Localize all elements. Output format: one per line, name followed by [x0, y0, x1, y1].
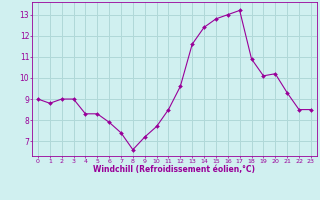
X-axis label: Windchill (Refroidissement éolien,°C): Windchill (Refroidissement éolien,°C)	[93, 165, 255, 174]
